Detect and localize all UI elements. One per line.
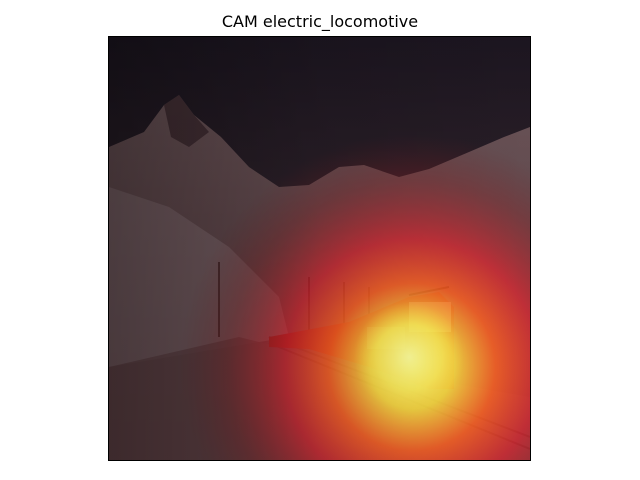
figure-title: CAM electric_locomotive	[221, 12, 419, 31]
cam-heatmap-image	[109, 37, 530, 460]
cam-image-axes	[108, 36, 531, 461]
heatmap-shade	[109, 37, 530, 460]
